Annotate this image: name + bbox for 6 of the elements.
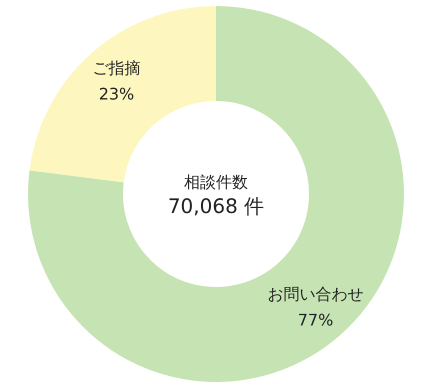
slice-label: ご指摘: [92, 58, 140, 78]
data-label: 23%: [98, 84, 134, 104]
text: 相談件数: [184, 172, 248, 192]
data-label: 77%: [298, 310, 334, 330]
text: 70,068 件: [168, 194, 264, 218]
slice-label: お問い合わせ: [268, 284, 364, 304]
